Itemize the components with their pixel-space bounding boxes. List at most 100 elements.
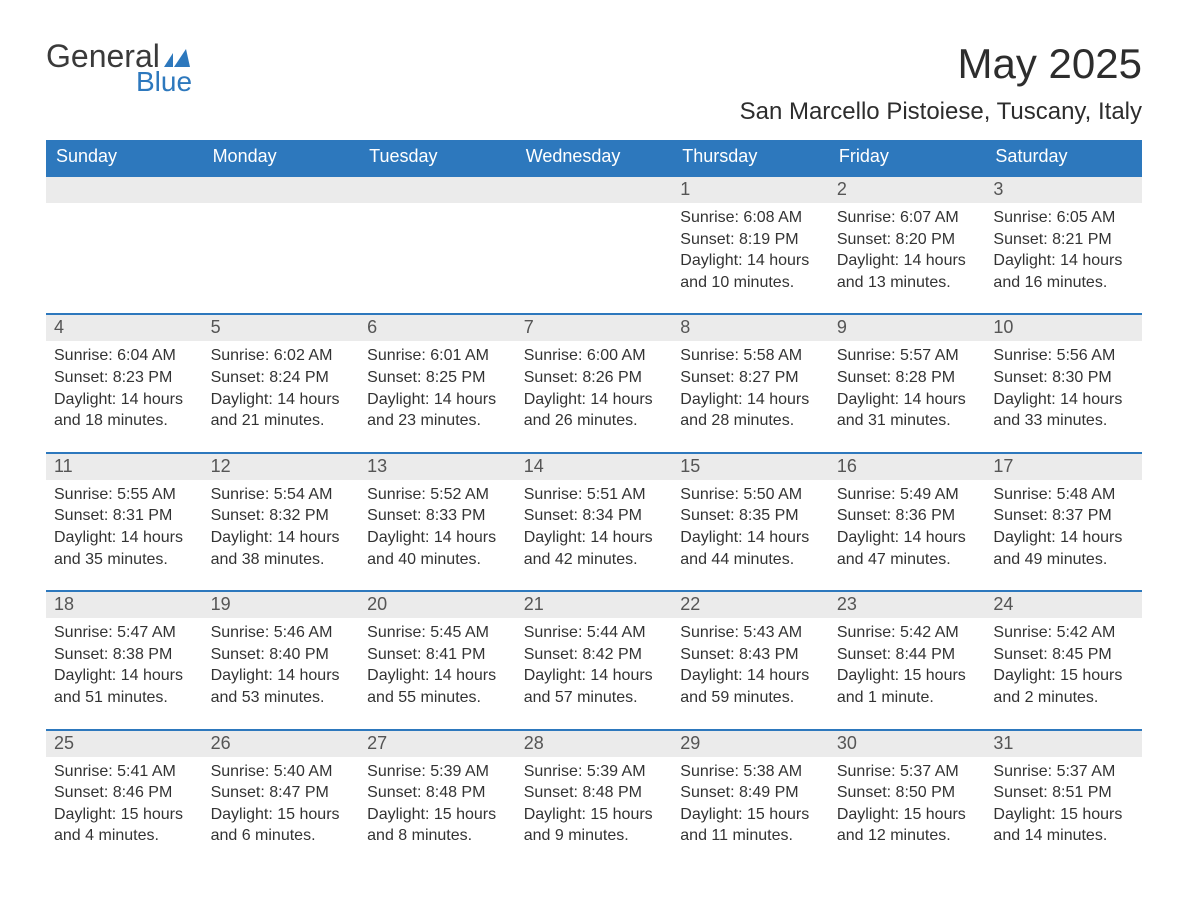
day-detail-line: Daylight: 14 hours (680, 250, 821, 272)
day-number: 19 (203, 592, 360, 618)
day-detail-line: and 18 minutes. (54, 410, 195, 432)
day-detail-line: Sunrise: 6:01 AM (367, 345, 508, 367)
day-detail-line: Daylight: 15 hours (211, 804, 352, 826)
day-number: 10 (985, 315, 1142, 341)
day-detail-line: Sunrise: 5:39 AM (367, 761, 508, 783)
day-detail-line: Sunset: 8:23 PM (54, 367, 195, 389)
day-detail-line: and 4 minutes. (54, 825, 195, 847)
day-detail-line: Sunset: 8:43 PM (680, 644, 821, 666)
day-detail-line: and 40 minutes. (367, 549, 508, 571)
day-detail-line: Sunrise: 5:46 AM (211, 622, 352, 644)
day-number: 27 (359, 731, 516, 757)
day-detail-line: Sunrise: 5:55 AM (54, 484, 195, 506)
day-number (203, 177, 360, 203)
day-detail-line: Sunrise: 5:37 AM (993, 761, 1134, 783)
day-detail-line: Sunset: 8:31 PM (54, 505, 195, 527)
day-detail-line: Sunrise: 5:44 AM (524, 622, 665, 644)
day-number: 12 (203, 454, 360, 480)
day-detail-line: Daylight: 14 hours (524, 389, 665, 411)
weekday-header-cell: Wednesday (516, 140, 673, 175)
day-detail-line: Daylight: 14 hours (367, 665, 508, 687)
day-detail-line: Sunrise: 5:41 AM (54, 761, 195, 783)
day-detail-line: Daylight: 15 hours (993, 804, 1134, 826)
day-detail-line: and 31 minutes. (837, 410, 978, 432)
day-detail-line: and 44 minutes. (680, 549, 821, 571)
day-detail-line: Sunrise: 6:08 AM (680, 207, 821, 229)
day-cell (203, 203, 360, 299)
day-detail-line: Sunrise: 5:39 AM (524, 761, 665, 783)
day-number: 2 (829, 177, 986, 203)
day-detail-line: Sunset: 8:40 PM (211, 644, 352, 666)
day-detail-line: Daylight: 15 hours (54, 804, 195, 826)
day-detail-line: Sunset: 8:33 PM (367, 505, 508, 527)
day-detail-line: and 47 minutes. (837, 549, 978, 571)
day-cell: Sunrise: 5:39 AMSunset: 8:48 PMDaylight:… (359, 757, 516, 853)
day-detail-line: Sunset: 8:32 PM (211, 505, 352, 527)
day-detail-line: Sunrise: 5:48 AM (993, 484, 1134, 506)
day-cell: Sunrise: 5:45 AMSunset: 8:41 PMDaylight:… (359, 618, 516, 714)
day-cell: Sunrise: 5:56 AMSunset: 8:30 PMDaylight:… (985, 341, 1142, 437)
day-detail-line: Sunset: 8:48 PM (524, 782, 665, 804)
day-number: 5 (203, 315, 360, 341)
day-detail-line: Sunset: 8:49 PM (680, 782, 821, 804)
day-detail-line: Sunset: 8:45 PM (993, 644, 1134, 666)
day-cell: Sunrise: 5:42 AMSunset: 8:44 PMDaylight:… (829, 618, 986, 714)
day-detail-line: and 28 minutes. (680, 410, 821, 432)
page-header: General Blue May 2025 San Marcello Pisto… (46, 40, 1142, 126)
day-number: 26 (203, 731, 360, 757)
day-detail-line: Sunset: 8:46 PM (54, 782, 195, 804)
day-detail-line: Daylight: 14 hours (211, 527, 352, 549)
day-detail-line: Daylight: 14 hours (993, 250, 1134, 272)
calendar-body: 123Sunrise: 6:08 AMSunset: 8:19 PMDaylig… (46, 175, 1142, 853)
calendar-week: 123Sunrise: 6:08 AMSunset: 8:19 PMDaylig… (46, 175, 1142, 299)
day-detail-line: and 8 minutes. (367, 825, 508, 847)
day-detail-line: Sunset: 8:24 PM (211, 367, 352, 389)
day-detail-line: Daylight: 14 hours (54, 389, 195, 411)
day-detail-line: Daylight: 14 hours (367, 389, 508, 411)
day-number-row: 123 (46, 177, 1142, 203)
day-number: 28 (516, 731, 673, 757)
day-cell: Sunrise: 5:54 AMSunset: 8:32 PMDaylight:… (203, 480, 360, 576)
day-detail-line: Sunset: 8:42 PM (524, 644, 665, 666)
day-detail-line: Daylight: 14 hours (837, 250, 978, 272)
day-number: 17 (985, 454, 1142, 480)
day-number: 4 (46, 315, 203, 341)
day-cell: Sunrise: 5:44 AMSunset: 8:42 PMDaylight:… (516, 618, 673, 714)
day-detail-line: Daylight: 14 hours (524, 665, 665, 687)
day-number-row: 18192021222324 (46, 592, 1142, 618)
day-detail-line: Sunset: 8:21 PM (993, 229, 1134, 251)
day-detail-line: Sunset: 8:30 PM (993, 367, 1134, 389)
calendar: SundayMondayTuesdayWednesdayThursdayFrid… (46, 140, 1142, 853)
day-detail-line: and 13 minutes. (837, 272, 978, 294)
day-detail-line: Sunrise: 5:37 AM (837, 761, 978, 783)
brand-mark-icon (164, 49, 190, 67)
calendar-weekday-header: SundayMondayTuesdayWednesdayThursdayFrid… (46, 140, 1142, 175)
day-cell: Sunrise: 5:40 AMSunset: 8:47 PMDaylight:… (203, 757, 360, 853)
day-detail-line: Daylight: 14 hours (680, 389, 821, 411)
day-detail-line: Sunrise: 5:45 AM (367, 622, 508, 644)
day-detail-line: and 10 minutes. (680, 272, 821, 294)
day-cell: Sunrise: 5:49 AMSunset: 8:36 PMDaylight:… (829, 480, 986, 576)
day-detail-line: Daylight: 15 hours (993, 665, 1134, 687)
day-detail-line: and 6 minutes. (211, 825, 352, 847)
day-cell: Sunrise: 5:58 AMSunset: 8:27 PMDaylight:… (672, 341, 829, 437)
day-detail-line: Sunrise: 5:42 AM (993, 622, 1134, 644)
day-cell: Sunrise: 5:46 AMSunset: 8:40 PMDaylight:… (203, 618, 360, 714)
day-number (359, 177, 516, 203)
day-detail-line: and 16 minutes. (993, 272, 1134, 294)
day-cell: Sunrise: 5:41 AMSunset: 8:46 PMDaylight:… (46, 757, 203, 853)
day-detail-line: Sunrise: 5:43 AM (680, 622, 821, 644)
title-block: May 2025 San Marcello Pistoiese, Tuscany… (740, 40, 1142, 126)
weekday-header-cell: Monday (203, 140, 360, 175)
day-number: 11 (46, 454, 203, 480)
day-cell: Sunrise: 5:37 AMSunset: 8:50 PMDaylight:… (829, 757, 986, 853)
day-cell: Sunrise: 6:07 AMSunset: 8:20 PMDaylight:… (829, 203, 986, 299)
day-cell: Sunrise: 5:38 AMSunset: 8:49 PMDaylight:… (672, 757, 829, 853)
day-number: 30 (829, 731, 986, 757)
day-cell: Sunrise: 5:43 AMSunset: 8:43 PMDaylight:… (672, 618, 829, 714)
day-detail-line: Sunset: 8:36 PM (837, 505, 978, 527)
day-detail-line: Daylight: 14 hours (680, 527, 821, 549)
day-detail-line: and 23 minutes. (367, 410, 508, 432)
day-cell: Sunrise: 6:02 AMSunset: 8:24 PMDaylight:… (203, 341, 360, 437)
day-detail-line: Sunrise: 5:58 AM (680, 345, 821, 367)
